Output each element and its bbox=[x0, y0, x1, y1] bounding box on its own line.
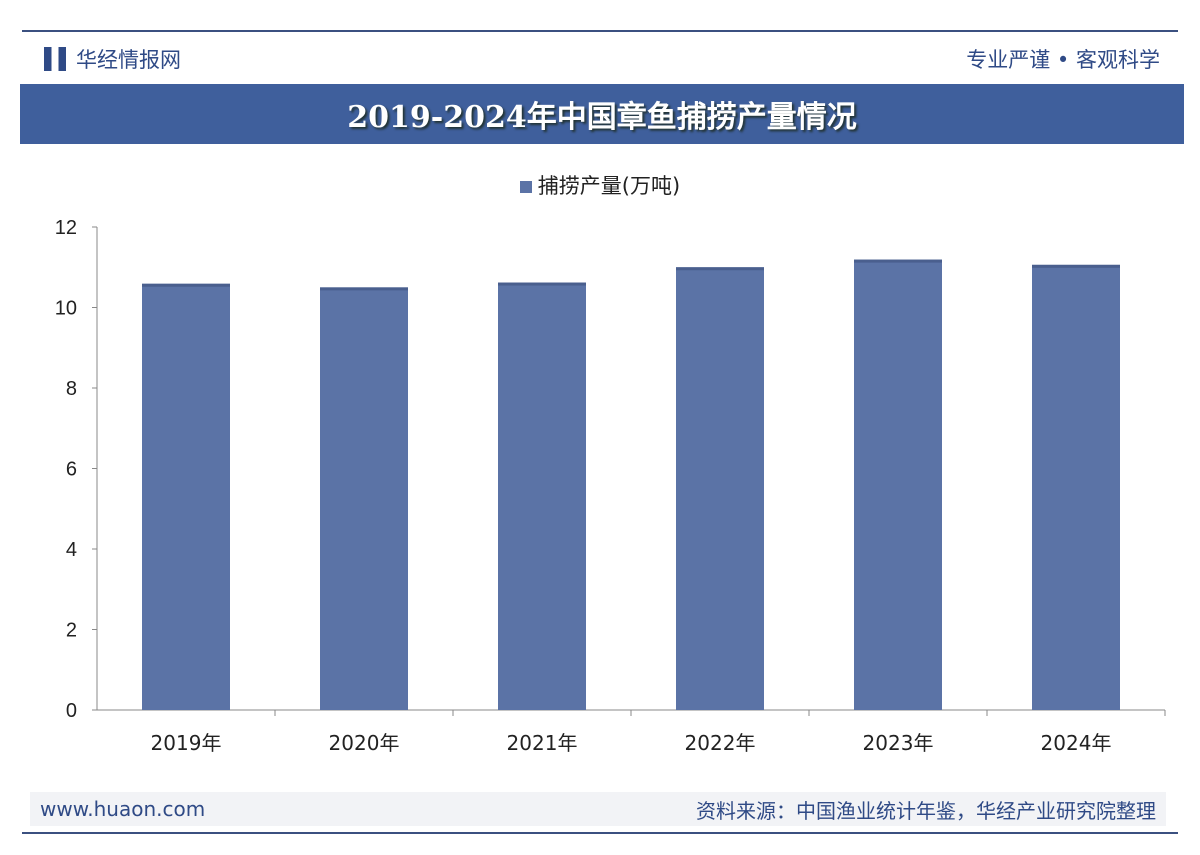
top-rule bbox=[22, 30, 1178, 32]
x-tick-label: 2024年 bbox=[1041, 731, 1112, 755]
y-tick-label: 8 bbox=[66, 378, 77, 400]
x-tick-label: 2023年 bbox=[863, 731, 934, 755]
bar bbox=[1032, 264, 1120, 710]
bar-top-edge bbox=[1032, 264, 1120, 268]
legend-swatch bbox=[519, 181, 532, 193]
x-tick-label: 2021年 bbox=[507, 731, 578, 755]
brand: 华经情报网 bbox=[44, 44, 181, 74]
y-tick-label: 6 bbox=[66, 459, 77, 481]
x-tick-label: 2020年 bbox=[329, 731, 400, 755]
bar-top-edge bbox=[854, 259, 942, 263]
x-tick-label: 2019年 bbox=[151, 731, 222, 755]
bar-top-edge bbox=[320, 287, 408, 291]
y-tick-label: 4 bbox=[66, 539, 77, 561]
bar bbox=[142, 283, 230, 710]
bottom-rule bbox=[22, 832, 1178, 834]
brand-name: 华经情报网 bbox=[76, 48, 181, 72]
y-tick-label: 10 bbox=[55, 298, 77, 320]
source-note: 资料来源：中国渔业统计年鉴，华经产业研究院整理 bbox=[696, 798, 1156, 823]
brand-logo-icon bbox=[44, 47, 66, 71]
bar bbox=[320, 287, 408, 710]
bar bbox=[498, 282, 586, 710]
y-tick-label: 2 bbox=[66, 620, 77, 642]
bar-top-edge bbox=[498, 282, 586, 286]
y-tick-label: 12 bbox=[55, 217, 77, 239]
bar-top-edge bbox=[676, 267, 764, 271]
bar bbox=[676, 267, 764, 710]
x-tick-label: 2022年 bbox=[685, 731, 756, 755]
legend-label: 捕捞产量(万吨) bbox=[537, 174, 681, 198]
bar-top-edge bbox=[142, 283, 230, 287]
chart-title: 2019-2024年中国章鱼捕捞产量情况 bbox=[20, 84, 1184, 144]
website: www.huaon.com bbox=[40, 797, 206, 821]
legend: 捕捞产量(万吨) bbox=[0, 170, 1200, 200]
footer: www.huaon.com 资料来源：中国渔业统计年鉴，华经产业研究院整理 bbox=[30, 792, 1166, 826]
y-tick-label: 0 bbox=[66, 700, 77, 722]
bar bbox=[854, 259, 942, 710]
slogan: 专业严谨 • 客观科学 bbox=[966, 48, 1160, 72]
